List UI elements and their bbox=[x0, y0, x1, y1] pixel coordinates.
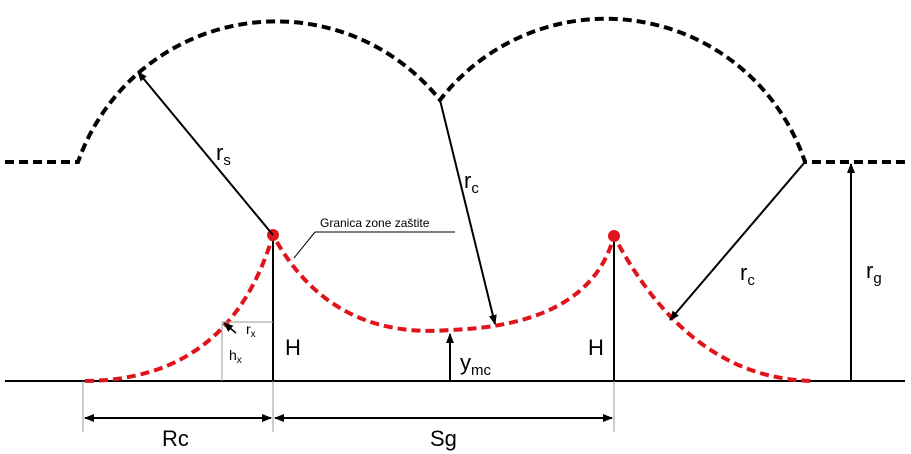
label-part: H bbox=[285, 335, 301, 360]
label: hx bbox=[229, 347, 242, 366]
label-part: g bbox=[873, 270, 881, 287]
rs-arrow bbox=[137, 71, 274, 236]
label-part: c bbox=[471, 180, 479, 197]
label: rs bbox=[216, 140, 231, 169]
label-part: r bbox=[464, 168, 471, 193]
label-part: y bbox=[460, 350, 471, 375]
label: H bbox=[588, 335, 604, 360]
label: Sg bbox=[430, 426, 457, 451]
label-part: r bbox=[866, 258, 873, 283]
annotation: Granica zone zaštite bbox=[320, 216, 430, 230]
rc-arrow bbox=[669, 161, 806, 321]
label-part: r bbox=[740, 260, 747, 285]
label-part: Rc bbox=[162, 426, 189, 451]
rod-tip bbox=[608, 230, 620, 242]
label-part: c bbox=[747, 272, 755, 289]
rc-arrow bbox=[439, 99, 497, 325]
label-part: x bbox=[251, 329, 256, 340]
leader bbox=[293, 231, 316, 259]
label: rg bbox=[866, 258, 882, 287]
label-part: s bbox=[223, 152, 231, 169]
label-part: h bbox=[229, 347, 237, 363]
label-part: r bbox=[216, 140, 223, 165]
label-part: x bbox=[237, 355, 242, 366]
sphere-envelope bbox=[5, 16, 905, 164]
label-part: Sg bbox=[430, 426, 457, 451]
label: ymc bbox=[460, 350, 491, 379]
label-part: H bbox=[588, 335, 604, 360]
label: rx bbox=[246, 321, 256, 340]
label-part: r bbox=[246, 321, 251, 337]
label: rc bbox=[740, 260, 755, 289]
rx-arrow bbox=[223, 322, 237, 334]
label: H bbox=[285, 335, 301, 360]
label: rc bbox=[464, 168, 479, 197]
label-part: mc bbox=[471, 362, 491, 379]
label: Rc bbox=[162, 426, 189, 451]
